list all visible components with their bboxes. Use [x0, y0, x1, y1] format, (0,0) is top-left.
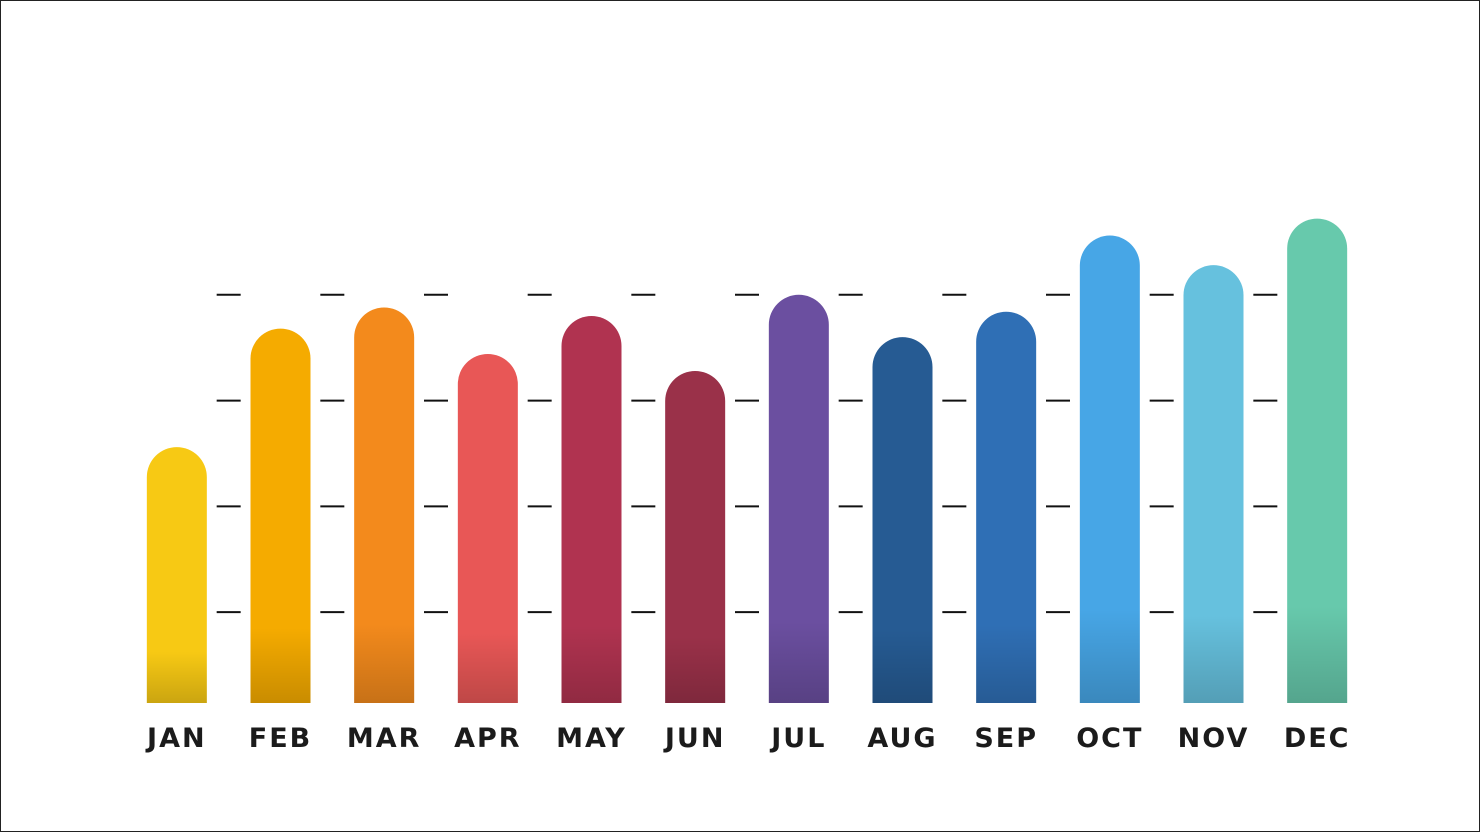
x-tick-label: OCT	[1076, 723, 1143, 754]
x-tick-label: MAR	[347, 723, 422, 754]
x-tick-label: MAY	[556, 723, 627, 754]
bar-shade	[665, 370, 726, 703]
x-tick-label: APR	[454, 723, 521, 754]
x-tick-label: NOV	[1178, 723, 1250, 754]
bar-shade	[976, 311, 1037, 703]
bar-shade	[768, 294, 829, 703]
bar-shade	[457, 354, 518, 703]
bar-shade	[872, 337, 933, 703]
bar-shade	[354, 307, 415, 703]
x-tick-label: FEB	[249, 723, 312, 754]
bar-shade	[1183, 265, 1244, 703]
bar-shade	[146, 447, 207, 703]
bar-shade	[250, 328, 311, 703]
x-tick-label: SEP	[974, 723, 1038, 754]
x-tick-label: AUG	[867, 723, 937, 754]
x-tick-label: JUL	[769, 723, 826, 754]
x-tick-label: DEC	[1284, 723, 1351, 754]
x-tick-label: JAN	[145, 723, 207, 754]
bar-shade	[1079, 235, 1140, 703]
bar-shade	[1287, 218, 1348, 704]
bar-shade	[561, 315, 622, 703]
x-tick-label: JUN	[663, 723, 726, 754]
